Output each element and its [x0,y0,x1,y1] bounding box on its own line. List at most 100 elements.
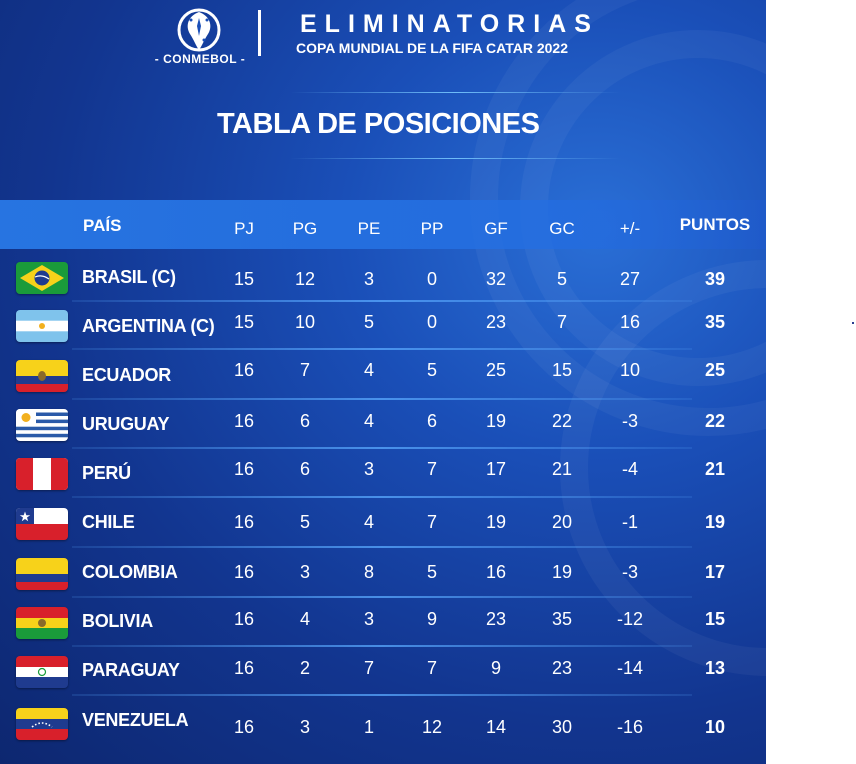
cell-gc: 15 [551,360,573,380]
cell-pp: 7 [426,459,437,479]
cell-diff: -4 [621,459,638,479]
table-row: PARAGUAY 16 2 7 7 9 23 -14 13 [0,648,766,696]
column-header-points: PUNTOS [679,215,751,234]
cell-diff: 27 [619,269,641,289]
cell-pp: 6 [426,411,437,431]
cell-pj: 16 [233,717,255,737]
cell-pp: 7 [426,512,437,532]
cell-gc: 7 [556,312,567,332]
column-header-team: PAÍS [83,216,122,235]
cell-pj: 16 [233,609,255,629]
cell-diff: -14 [616,658,643,678]
cell-pe: 1 [363,717,374,737]
cell-gc: 19 [551,562,573,582]
team-name: COLOMBIA [82,562,178,582]
table-row: COLOMBIA 16 3 8 5 16 19 -3 17 [0,550,766,598]
row-divider [72,447,692,449]
cell-pg: 7 [299,360,310,380]
cell-pj: 16 [233,562,255,582]
cell-gc: 23 [551,658,573,678]
cell-diff: -16 [616,717,643,737]
cell-pg: 3 [299,562,310,582]
table-header-band [0,200,766,249]
cell-pe: 7 [363,658,374,678]
cell-pg: 3 [299,717,310,737]
cell-pg: 6 [299,459,310,479]
team-name: BRASIL (C) [82,267,176,287]
cell-gf: 32 [485,269,507,289]
cell-gf: 25 [485,360,507,380]
cell-gc: 5 [556,269,567,289]
cell-diff: -3 [621,562,638,582]
cell-gf: 9 [490,658,501,678]
row-divider [72,348,692,350]
cell-gf: 23 [485,312,507,332]
row-divider [72,645,692,647]
table-row: VENEZUELA 16 3 1 12 14 30 -16 10 [0,700,766,748]
cell-gf: 17 [485,459,507,479]
table-row: URUGUAY 16 6 4 6 19 22 -3 22 [0,401,766,449]
table-row: CHILE 16 5 4 7 19 20 -1 19 [0,500,766,548]
table-row: PERÚ 16 6 3 7 17 21 -4 21 [0,450,766,498]
uruguay-flag-icon [16,409,68,441]
cell-pe: 8 [363,562,374,582]
cell-pe: 5 [363,312,374,332]
cell-gf: 19 [485,411,507,431]
column-header-pe: PE [357,219,381,238]
team-name: CHILE [82,512,135,532]
cell-pg: 12 [294,269,316,289]
cell-pp: 7 [426,658,437,678]
cell-pp: 5 [426,360,437,380]
cell-diff: 10 [619,360,641,380]
conmebol-logo-icon [158,6,240,72]
competition-subtitle: COPA MUNDIAL DE LA FIFA CATAR 2022 [296,40,568,56]
page-title-text: TABLA DE POSICIONES [217,108,540,140]
cell-points: 13 [704,658,726,678]
cell-pe: 4 [363,360,374,380]
cell-pe: 4 [363,411,374,431]
colombia-flag-icon [16,558,68,590]
cell-points: 22 [704,411,726,431]
stray-dot [852,322,854,324]
row-divider [72,300,692,302]
paraguay-flag-icon [16,656,68,688]
cell-pp: 12 [421,717,443,737]
team-name: PERÚ [82,463,131,483]
cell-pe: 3 [363,269,374,289]
team-name: PARAGUAY [82,660,180,680]
column-header-pp: PP [420,219,444,238]
cell-pp: 9 [426,609,437,629]
cell-points: 21 [704,459,726,479]
cell-pg: 10 [294,312,316,332]
cell-gf: 19 [485,512,507,532]
cell-gc: 30 [551,717,573,737]
cell-diff: 16 [619,312,641,332]
row-divider [72,694,692,696]
cell-pe: 4 [363,512,374,532]
cell-gc: 21 [551,459,573,479]
table-row: ARGENTINA (C) 15 10 5 0 23 7 16 35 [0,302,766,350]
cell-points: 15 [704,609,726,629]
cell-pj: 16 [233,512,255,532]
cell-pp: 5 [426,562,437,582]
cell-points: 19 [704,512,726,532]
venezuela-flag-icon [16,708,68,740]
cell-pg: 6 [299,411,310,431]
cell-pj: 15 [233,312,255,332]
peru-flag-icon [16,458,68,490]
cell-gc: 20 [551,512,573,532]
cell-pg: 5 [299,512,310,532]
bolivia-flag-icon [16,607,68,639]
cell-gc: 35 [551,609,573,629]
cell-points: 17 [704,562,726,582]
cell-gf: 16 [485,562,507,582]
cell-pj: 16 [233,658,255,678]
cell-pe: 3 [363,609,374,629]
table-row: BRASIL (C) 15 12 3 0 32 5 27 39 [0,254,766,302]
team-name: VENEZUELA [82,710,189,730]
cell-pj: 16 [233,459,255,479]
cell-pj: 15 [233,269,255,289]
cell-pj: 16 [233,411,255,431]
argentina-flag-icon [16,310,68,342]
standings-card: - CONMEBOL - ELIMINATORIAS COPA MUNDIAL … [0,0,766,764]
